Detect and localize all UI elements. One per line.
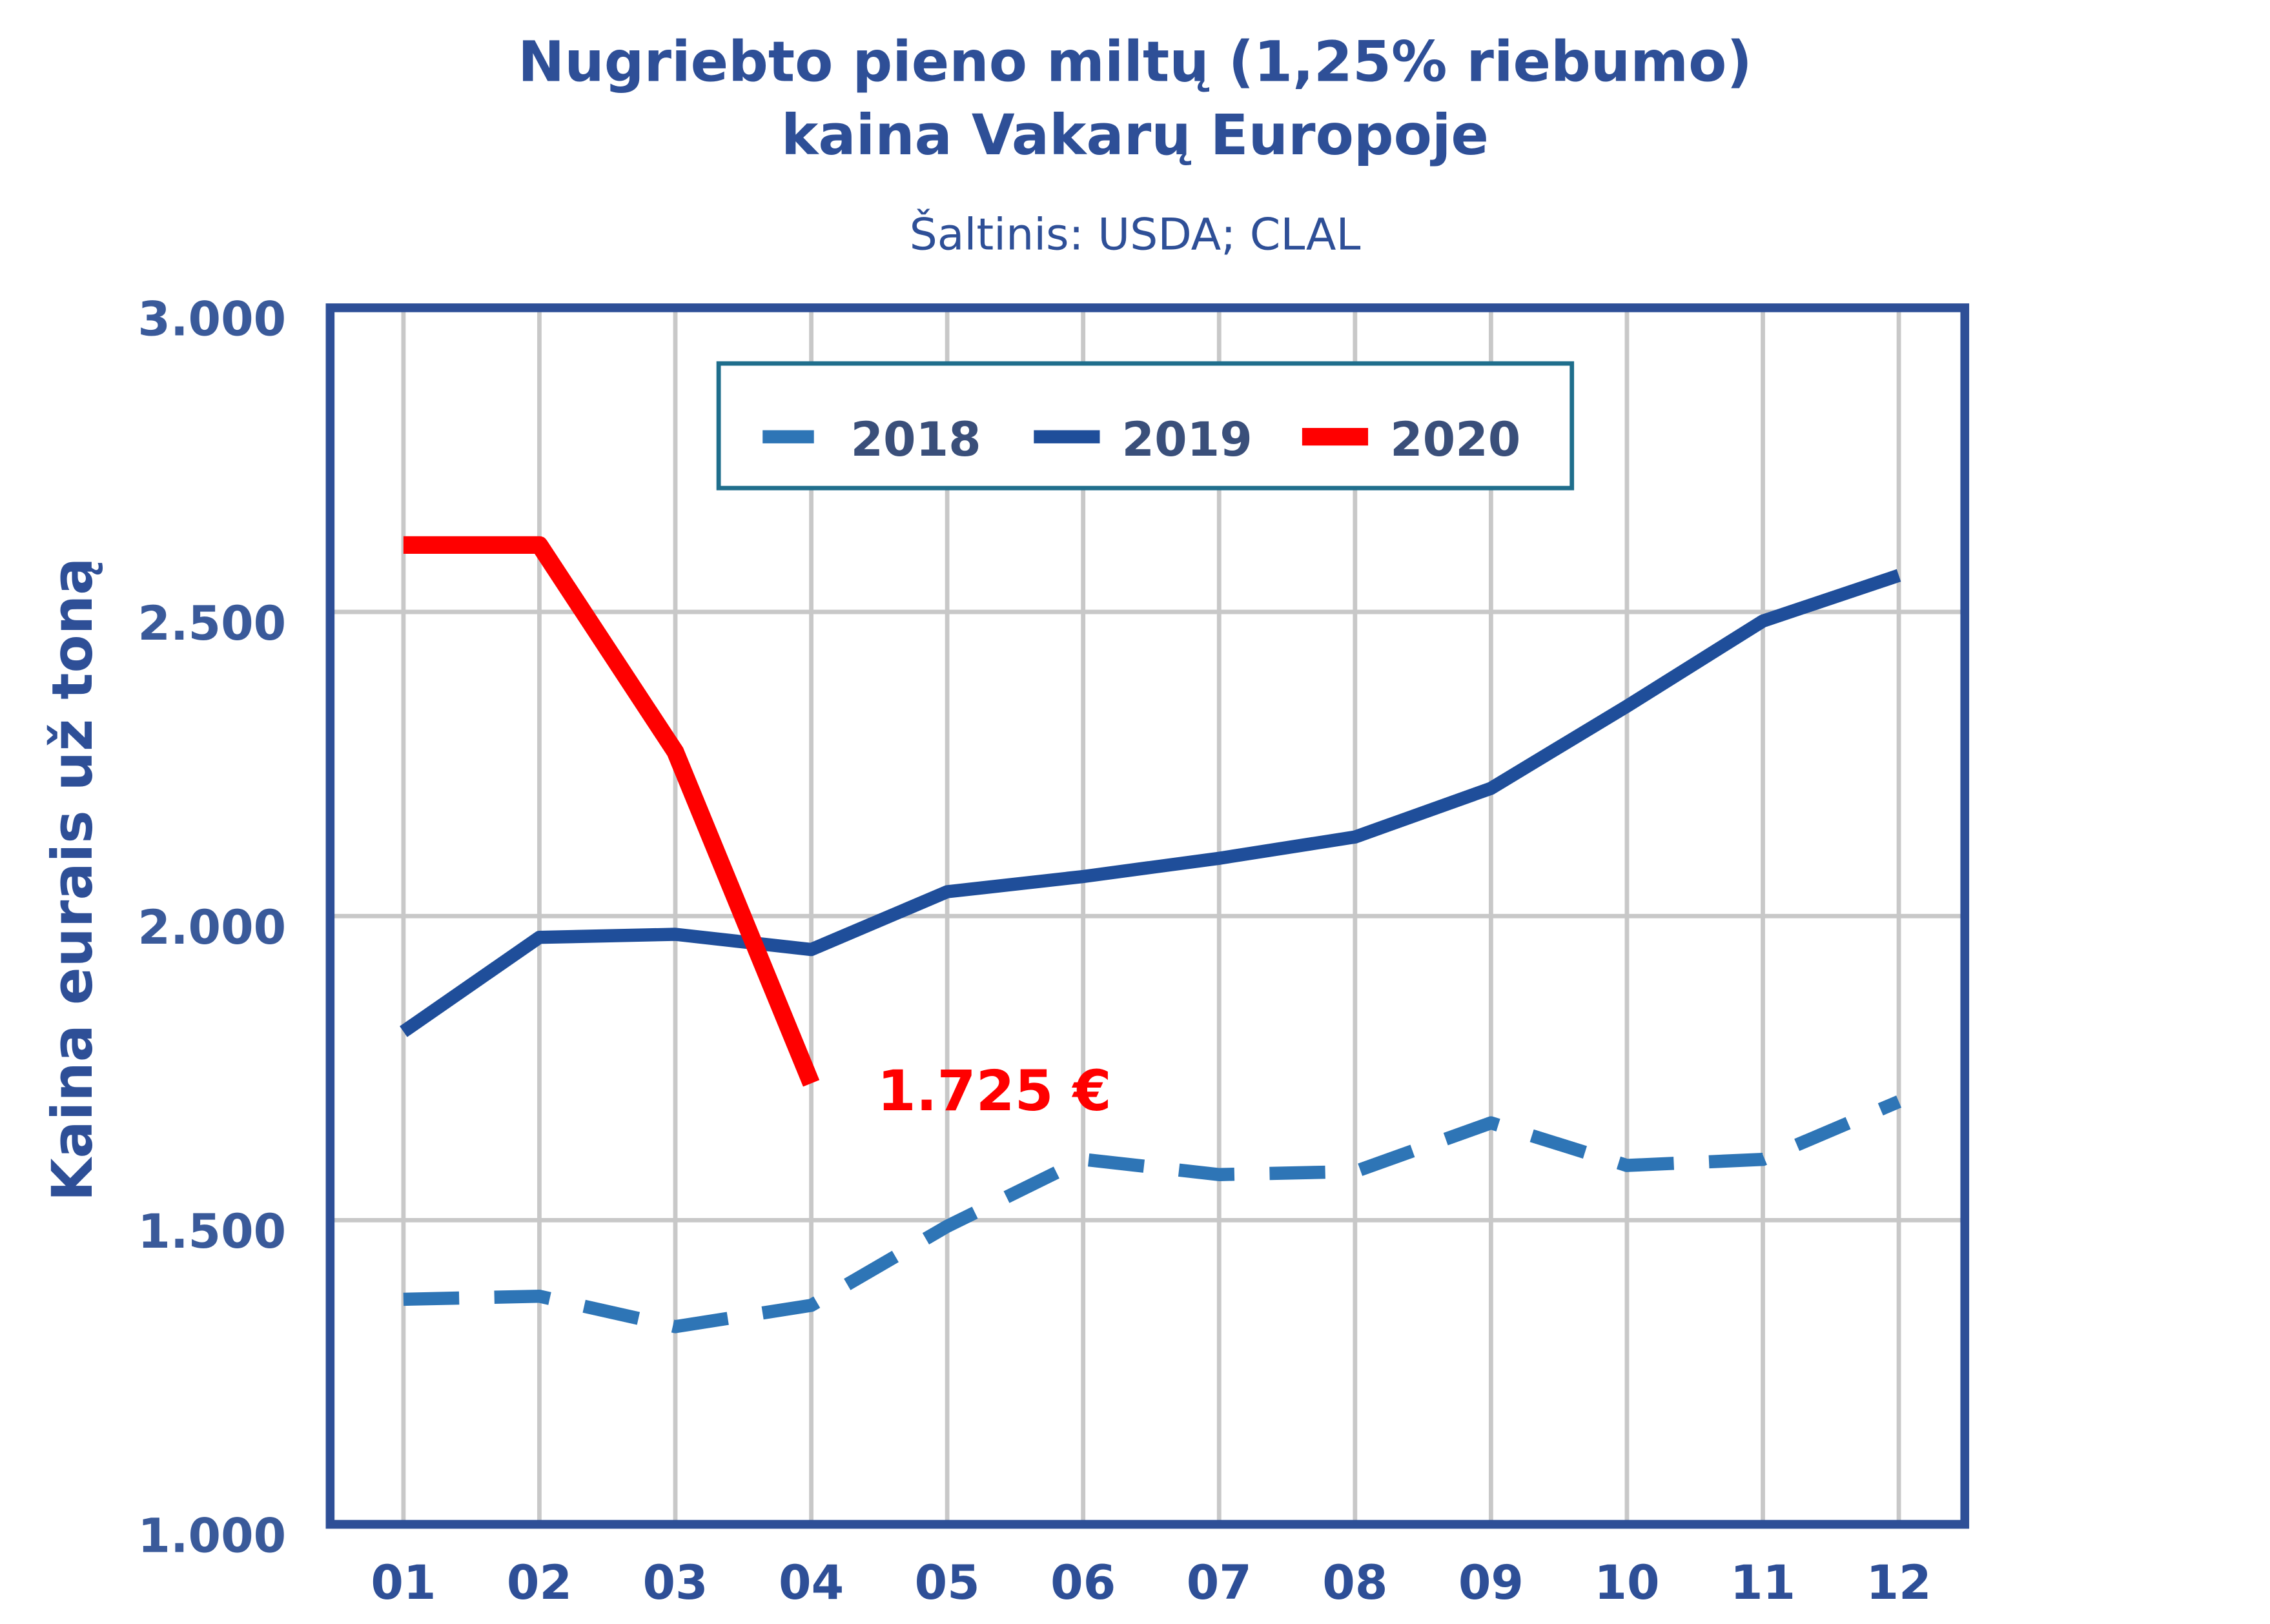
- legend-label: 2018: [850, 413, 981, 467]
- legend-label: 2020: [1390, 413, 1520, 467]
- plot-frame: [325, 303, 1970, 1529]
- y-tick-label: 1.500: [138, 1205, 286, 1259]
- line-series: [403, 1095, 1902, 1334]
- x-tick-label: 06: [1050, 1556, 1116, 1610]
- x-tick-label: 05: [915, 1556, 980, 1610]
- x-tick-label: 03: [642, 1556, 708, 1610]
- y-axis-label: Kaina eurais už toną: [41, 558, 105, 1202]
- x-tick-label: 09: [1458, 1556, 1524, 1610]
- line-series: [403, 536, 820, 1087]
- y-tick-label: 2.000: [138, 901, 286, 955]
- x-tick-label: 11: [1730, 1556, 1795, 1610]
- chart-title: Nugriebto pieno miltų (1,25% riebumo): [518, 30, 1752, 95]
- chart-title: kaina Vakarų Europoje: [781, 103, 1489, 168]
- line-series: [400, 569, 1901, 1037]
- x-tick-label: 10: [1594, 1556, 1659, 1610]
- x-tick-label: 07: [1187, 1556, 1252, 1610]
- y-tick-label: 2.500: [138, 597, 286, 651]
- legend-label: 2019: [1122, 413, 1253, 467]
- x-tick-label: 04: [779, 1556, 844, 1610]
- x-tick-label: 12: [1866, 1556, 1932, 1610]
- y-tick-label: 3.000: [138, 293, 286, 347]
- legend-box: [716, 361, 1575, 491]
- x-tick-label: 01: [371, 1556, 436, 1610]
- y-tick-label: 1.000: [138, 1509, 286, 1563]
- data-label: 1.725 €: [877, 1059, 1112, 1124]
- chart-subtitle: Šaltinis: USDA; CLAL: [910, 208, 1361, 260]
- x-tick-label: 08: [1322, 1556, 1387, 1610]
- x-tick-label: 02: [507, 1556, 572, 1610]
